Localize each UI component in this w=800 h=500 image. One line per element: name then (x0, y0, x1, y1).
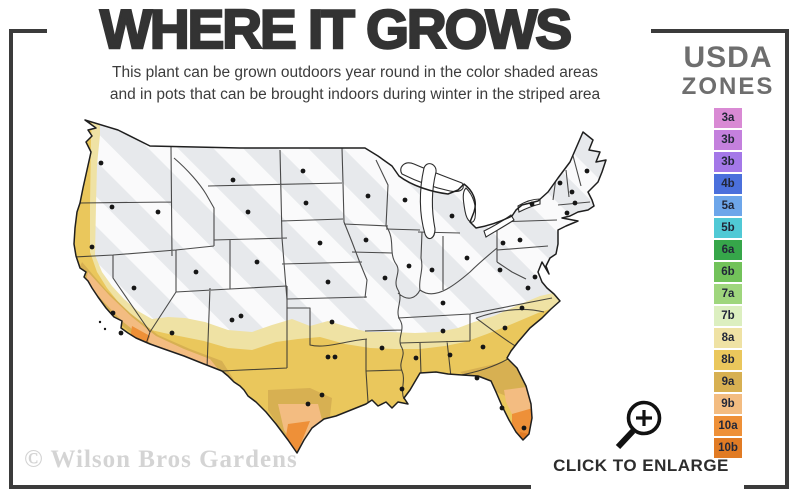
legend-zone-8b: 8b (714, 350, 742, 370)
legend-zone-9a: 9a (714, 372, 742, 392)
lake-michigan (419, 163, 437, 240)
legend-zone-4b: 4b (714, 174, 742, 194)
frame-top-left-arm (9, 29, 47, 33)
state-dots (89, 160, 590, 431)
frame-right-edge (785, 29, 789, 489)
subtitle-line2: and in pots that can be brought indoors … (109, 86, 601, 103)
magnifier-zoom-icon (615, 400, 662, 450)
frame-bottom-left-edge (9, 485, 531, 489)
grow-zone-map[interactable] (60, 110, 660, 470)
legend-title-usda: USDA (683, 41, 773, 74)
legend-title-zones: ZONES (681, 73, 775, 100)
frame-bottom-right-arm (744, 485, 789, 489)
zone-9b-southwest (86, 272, 222, 374)
usda-zones-legend: USDA ZONES 3a 3b 3b 4b 5a 5b 6a 6b 7a 7b 8a 8b 9a 9b 1… (660, 42, 796, 460)
lake-erie (483, 214, 515, 238)
legend-zone-6b: 6b (714, 262, 742, 282)
legend-zone-5b: 5b (714, 218, 742, 238)
legend-zone-3b: 3b (714, 130, 742, 150)
legend-zones: 3a 3b 3b 4b 5a 5b 6a 6b 7a 7b 8a 8b 9a 9b 10a 10b (660, 108, 796, 460)
frame-left-edge (9, 29, 13, 489)
zone-10a-florida (512, 408, 533, 440)
legend-zone-10b: 10b (714, 438, 742, 458)
legend-zone-7b: 7b (714, 306, 742, 326)
legend-zone-8a: 8a (714, 328, 742, 348)
legend-zone-9b: 9b (714, 394, 742, 414)
us-map-svg (73, 119, 607, 454)
legend-zone-3b: 3b (714, 152, 742, 172)
legend-zone-6a: 6a (714, 240, 742, 260)
frame-top-right-arm (651, 29, 789, 33)
click-to-enlarge-label[interactable]: CLICK TO ENLARGE (553, 456, 729, 475)
page-title: WHERE IT GROWS (99, 0, 573, 60)
subtitle: This plant can be grown outdoors year ro… (30, 62, 680, 106)
state-borders (74, 146, 591, 403)
us-outline (73, 119, 607, 454)
zone-9a-southwest (78, 262, 234, 380)
legend-zone-3a: 3a (714, 108, 742, 128)
watermark: © Wilson Bros Gardens (24, 446, 298, 473)
click-to-enlarge-button[interactable]: CLICK TO ENLARGE (536, 398, 746, 476)
subtitle-line1: This plant can be grown outdoors year ro… (112, 64, 598, 81)
legend-zone-10a: 10a (714, 416, 742, 436)
legend-zone-7a: 7a (714, 284, 742, 304)
great-lakes (400, 162, 541, 240)
legend-zone-5a: 5a (714, 196, 742, 216)
